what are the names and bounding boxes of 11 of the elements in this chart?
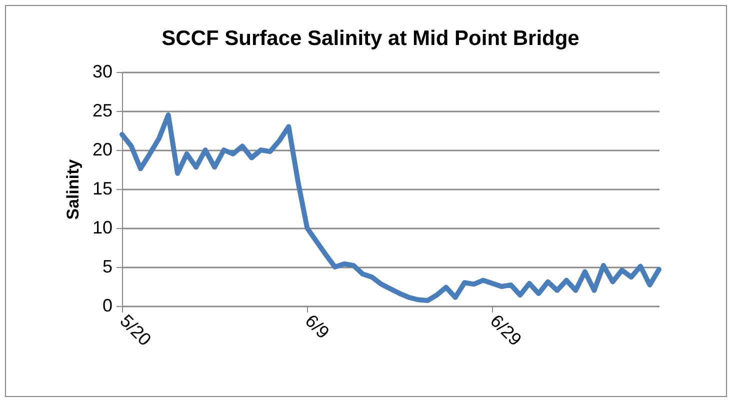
y-tick-label: 0 (102, 296, 112, 316)
y-tick-label: 15 (92, 178, 112, 198)
x-tick-label: 6/29 (486, 310, 526, 350)
y-axis-title: Salinity (63, 158, 82, 220)
x-tick-label: 6/9 (301, 310, 334, 343)
y-tick-label: 5 (102, 256, 112, 276)
y-tick-label: 25 (92, 100, 112, 120)
chart-title: SCCF Surface Salinity at Mid Point Bridge (162, 27, 580, 50)
y-tick-label: 10 (92, 218, 112, 238)
y-tick-label: 30 (92, 62, 112, 82)
y-tick-label: 20 (92, 140, 112, 160)
